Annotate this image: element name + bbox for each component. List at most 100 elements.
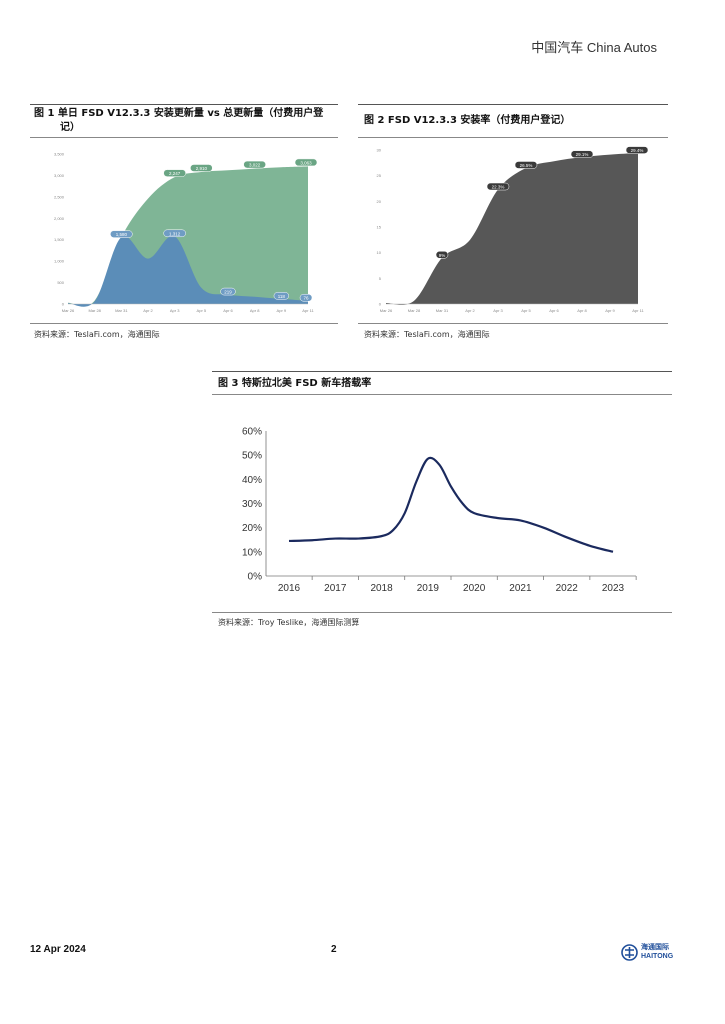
figure1-total-label: 3,022 <box>249 163 261 168</box>
figure3-x-tick: 2019 <box>417 583 440 594</box>
figure3-top-rule <box>212 371 672 372</box>
figure1-x-tick: Apr 11 <box>302 308 314 313</box>
figure2-label-bg <box>625 146 649 154</box>
figure2-y-tick: 0 <box>379 302 382 307</box>
figure1-daily-area <box>68 235 308 307</box>
footer-page-number: 2 <box>331 944 337 955</box>
figure1-x-tick: Apr 3 <box>170 308 180 313</box>
header-title: 中国汽车 China Autos <box>531 40 657 55</box>
footer-date: 12 Apr 2024 <box>30 944 86 955</box>
haitong-logo-icon <box>621 944 638 961</box>
figure1-top-rule <box>30 104 338 105</box>
figure1-total-label: 2,910 <box>196 166 208 171</box>
figure3-x-tick: 2023 <box>602 583 625 594</box>
figure2-source: 资料来源：TeslaFi.com，海通国际 <box>364 330 490 339</box>
figure2-x-tick: Apr 9 <box>605 308 615 313</box>
figure1-source: 资料来源：TeslaFi.com，海通国际 <box>34 330 160 339</box>
figure3-x-tick: 2020 <box>463 583 486 594</box>
figure1-daily-label: 76 <box>303 296 309 301</box>
figure2-x-tick: Apr 8 <box>577 308 587 313</box>
figure2-label: 29.1% <box>576 152 589 157</box>
figure1-x-tick: Apr 8 <box>250 308 260 313</box>
figure3-bottom-rule <box>212 612 672 613</box>
figure1-daily-label-bg <box>163 229 186 238</box>
figure2-title: 图 2 FSD V12.3.3 安装率（付费用户登记） <box>364 115 571 126</box>
figure1-x-tick: Mar 26 <box>62 308 75 313</box>
figure1-title-rule <box>30 137 338 138</box>
figure2-y-tick: 20 <box>377 199 382 204</box>
figure2-x-tick: Apr 5 <box>521 308 531 313</box>
haitong-logo-cn: 海通国际 <box>641 944 669 951</box>
figure1-title-line1: 图 1 单日 FSD V12.3.3 安装更新量 vs 总更新量（付费用户登 <box>34 108 324 119</box>
figure3-x-tick: 2022 <box>556 583 579 594</box>
figure3-x-tick: 2016 <box>278 583 301 594</box>
figure3-y-tick: 50% <box>242 451 262 462</box>
figure2-label-bg <box>435 251 449 259</box>
figure2-y-tick: 5 <box>379 276 382 281</box>
figure2-x-tick: Mar 28 <box>408 308 421 313</box>
figure1-y-tick: 1,500 <box>54 237 65 242</box>
figure1-daily-label: 1,312 <box>169 231 181 236</box>
figure2-label-bg <box>570 150 594 158</box>
figure3-y-tick: 10% <box>242 547 262 558</box>
figure1-daily-label: 219 <box>224 290 232 295</box>
haitong-logo-en: HAITONG <box>641 953 674 960</box>
figure1-total-label-bg <box>163 169 186 177</box>
figure1-y-tick: 0 <box>62 302 65 307</box>
figure2-label-bg <box>486 182 510 191</box>
figure3-y-tick: 40% <box>242 475 262 486</box>
figure1-y-tick: 3,500 <box>54 152 65 157</box>
figure2-label: 26.5% <box>520 163 533 168</box>
figure2-x-tick: Mar 31 <box>436 308 449 313</box>
figure3-x-tick: 2017 <box>324 583 347 594</box>
figure1-daily-label-bg <box>299 293 313 302</box>
figure1-total-label: 2,247 <box>169 171 181 176</box>
figure2-y-tick: 30 <box>377 148 382 153</box>
figure2-x-tick: Apr 2 <box>465 308 475 313</box>
figure1-total-label: 3,063 <box>300 160 312 165</box>
figure3-y-tick: 0% <box>248 572 263 583</box>
figure3-title-rule <box>212 394 672 395</box>
figure1-x-tick: Apr 2 <box>143 308 153 313</box>
figure1-daily-label: 118 <box>278 294 286 299</box>
figure2-x-tick: Mar 26 <box>380 308 393 313</box>
figure3-y-tick: 30% <box>242 499 262 510</box>
figure1-title-line2: 记） <box>60 122 80 133</box>
figure2-label: 9% <box>439 253 446 258</box>
figure3-source: 资料来源：Troy Teslike，海通国际测算 <box>218 618 360 627</box>
figure2-top-rule <box>358 104 668 105</box>
figure1-title: 图 1 单日 FSD V12.3.3 安装更新量 vs 总更新量（付费用户登 记… <box>34 107 338 135</box>
figure1-x-tick: Mar 31 <box>115 308 128 313</box>
figure1-x-tick: Apr 6 <box>223 308 233 313</box>
figure1-daily-label-bg <box>220 287 236 296</box>
figure1-bottom-rule <box>30 323 338 324</box>
figure3-line <box>288 456 614 553</box>
figure2-x-tick: Apr 11 <box>632 308 644 313</box>
figure1-y-tick: 3,000 <box>54 173 65 178</box>
figure1-y-tick: 2,000 <box>54 216 65 221</box>
figure3-chart: 60% 50% 40% 30% 20% 10% 0% 2016 2017 2018 2019 2020… <box>242 427 637 594</box>
figure2-title-rule <box>358 137 668 138</box>
figure2-bottom-rule <box>358 323 668 324</box>
figure3-title: 图 3 特斯拉北美 FSD 新车搭载率 <box>218 378 372 389</box>
figure1-x-tick: Apr 9 <box>277 308 287 313</box>
figure2-y-tick: 25 <box>377 173 382 178</box>
figure2-x-tick: Apr 3 <box>493 308 503 313</box>
figure2-y-tick: 10 <box>377 250 382 255</box>
figure2-area <box>386 153 638 305</box>
figure1-y-tick: 1,000 <box>54 259 65 264</box>
figure1-daily-label-bg <box>273 292 289 300</box>
figure1-total-label-bg <box>294 158 318 167</box>
haitong-logo: 海通国际 HAITONG <box>621 943 681 963</box>
figure2-x-tick: Apr 6 <box>549 308 559 313</box>
figure1-x-tick: Mar 28 <box>88 308 101 313</box>
figure2-label: 29.4% <box>631 148 644 153</box>
figure1-daily-label-bg <box>110 230 133 238</box>
figure1-y-tick: 2,500 <box>54 194 65 199</box>
figure3-y-tick: 20% <box>242 523 262 534</box>
figure3-y-tick: 60% <box>242 427 262 438</box>
figure2-label: 22.3% <box>492 185 505 190</box>
figure2-y-tick: 15 <box>377 225 382 230</box>
